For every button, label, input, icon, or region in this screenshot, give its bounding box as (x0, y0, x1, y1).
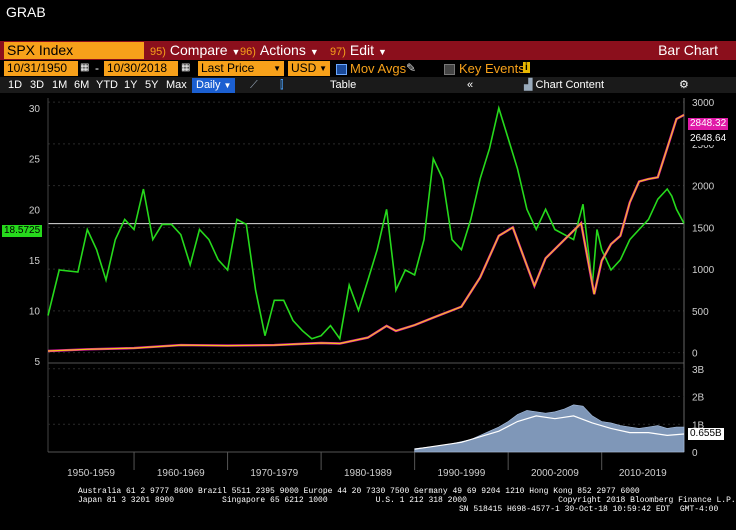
right-tick-label: 1500 (692, 223, 715, 234)
price-field-label: Last Price (201, 61, 255, 75)
chevron-down-icon: ▼ (273, 64, 281, 73)
x-tick-label: 1960-1969 (157, 468, 205, 479)
params-row: 10/31/1950 ▦ - 10/30/2018 ▦ Last Price ▼ … (0, 61, 736, 77)
price-high-tag: 2848.32 (688, 118, 729, 130)
volume-area (414, 404, 685, 453)
left-tick-label: 25 (29, 155, 41, 166)
volume-tick-label: 0 (692, 448, 698, 459)
volume-tick-label: 2B (692, 393, 705, 404)
period-6m[interactable]: 6M (74, 79, 90, 91)
calendar-icon[interactable]: ▦ (80, 62, 90, 73)
x-tick-label: 1950-1959 (67, 468, 115, 479)
x-tick-label: 1980-1989 (344, 468, 392, 479)
chart-type-label[interactable]: Bar Chart (658, 42, 718, 58)
start-date-field[interactable]: 10/31/1950 (4, 61, 78, 76)
ratio-line (47, 105, 685, 341)
ratio-current-tag: 18.5725 (2, 225, 43, 237)
frequency-select[interactable]: Daily ▼ (192, 78, 236, 93)
x-tick-label: 2010-2019 (619, 468, 667, 479)
currency-select[interactable]: USD ▼ (288, 61, 330, 76)
chart-content-button[interactable]: ▟ Chart Content (524, 78, 604, 92)
price-line (47, 114, 685, 352)
period-toolbar (0, 77, 736, 93)
info-icon[interactable]: i (523, 62, 530, 73)
edit-label: Edit (349, 42, 375, 58)
footer-line-1: Australia 61 2 9777 8600 Brazil 5511 239… (78, 487, 640, 496)
ticker-field[interactable]: SPX Index (4, 42, 144, 59)
left-tick-label: 30 (29, 104, 41, 115)
left-tick-label: 10 (29, 306, 41, 317)
price-series (47, 105, 685, 353)
chevron-down-icon: ▼ (378, 47, 387, 57)
window-title: GRAB (6, 4, 46, 20)
chart-icon: ▟ (524, 79, 533, 91)
right-tick-label: 3000 (692, 98, 715, 109)
x-tick-label: 1970-1979 (250, 468, 298, 479)
price-field-select[interactable]: Last Price ▼ (198, 61, 284, 76)
chevron-down-icon: ▼ (309, 47, 319, 57)
edit-number: 97) (330, 46, 346, 58)
axis-labels: 3000 2500 2000 1500 1000 500 0 30 25 20 15 10 5 3B 2B 1… (29, 98, 715, 479)
volume-series (414, 404, 685, 453)
actions-menu[interactable]: 96) Actions ▼ (240, 42, 319, 59)
period-3d[interactable]: 3D (30, 79, 45, 91)
chart-content-label: Chart Content (535, 79, 605, 91)
right-tick-label: 1000 (692, 265, 715, 276)
mov-avgs-checkbox[interactable] (336, 64, 347, 75)
line-chart-icon[interactable]: ⟋ (250, 79, 258, 91)
price-last-tag: 2648.64 (688, 133, 729, 145)
compare-label: Compare (169, 42, 228, 58)
period-1m[interactable]: 1M (52, 79, 68, 91)
actions-number: 96) (240, 46, 256, 58)
actions-label: Actions (259, 42, 306, 58)
main-plot-bg (48, 98, 684, 361)
compare-menu[interactable]: 95) Compare ▼ (150, 42, 240, 59)
chevron-down-icon: ▼ (319, 64, 327, 73)
chevron-down-icon: ▼ (223, 81, 232, 90)
period-1y[interactable]: 1Y (124, 79, 138, 91)
volume-moving-average (414, 415, 685, 450)
footer-line-2: Japan 81 3 3201 8900 Singapore 65 6212 1… (78, 496, 736, 505)
chart-area: 3000 2500 2000 1500 1000 500 0 30 25 20 15 10 5 3B 2B 1… (29, 98, 715, 479)
left-tick-label: 5 (34, 357, 40, 368)
calendar-icon[interactable]: ▦ (181, 62, 191, 73)
gear-icon[interactable]: ⚙ (679, 79, 689, 91)
date-separator: - (95, 61, 99, 75)
currency-label: USD (291, 61, 317, 75)
compare-number: 95) (150, 46, 166, 58)
key-events-checkbox[interactable] (444, 64, 455, 75)
collapse-icon[interactable]: « (467, 79, 474, 91)
right-tick-label: 0 (692, 349, 698, 360)
edit-menu[interactable]: 97) Edit ▼ (330, 42, 387, 59)
volume-tick-label: 3B (692, 365, 705, 376)
bar-chart-icon[interactable]: ⫿ (280, 79, 284, 91)
right-tick-label: 2000 (692, 182, 715, 193)
right-tick-label: 500 (692, 307, 709, 318)
toolbar-row (0, 41, 736, 60)
mov-avgs-label[interactable]: Mov Avgs (350, 61, 407, 76)
period-ytd[interactable]: YTD (96, 79, 118, 91)
period-5y[interactable]: 5Y (145, 79, 159, 91)
frequency-label: Daily (196, 79, 221, 91)
key-events-label[interactable]: Key Events (459, 61, 525, 76)
table-button[interactable]: Table (330, 79, 357, 91)
volume-current-tag: 0.655B (688, 428, 724, 440)
chevron-down-icon: ▼ (231, 47, 241, 57)
period-1d[interactable]: 1D (8, 79, 23, 91)
x-tick-label: 2000-2009 (531, 468, 579, 479)
end-date-field[interactable]: 10/30/2018 (104, 61, 178, 76)
pencil-icon[interactable]: ✎ (406, 61, 417, 75)
left-tick-label: 15 (29, 256, 41, 267)
left-tick-label: 20 (29, 205, 41, 216)
x-tick-label: 1990-1999 (437, 468, 485, 479)
volume-tick-label: 1B (692, 420, 705, 431)
footer-line-3: SN 518415 H698-4577-1 30-Oct-18 10:59:42… (459, 505, 719, 514)
right-tick-label: 2500 (692, 140, 715, 151)
period-max[interactable]: Max (166, 79, 187, 91)
